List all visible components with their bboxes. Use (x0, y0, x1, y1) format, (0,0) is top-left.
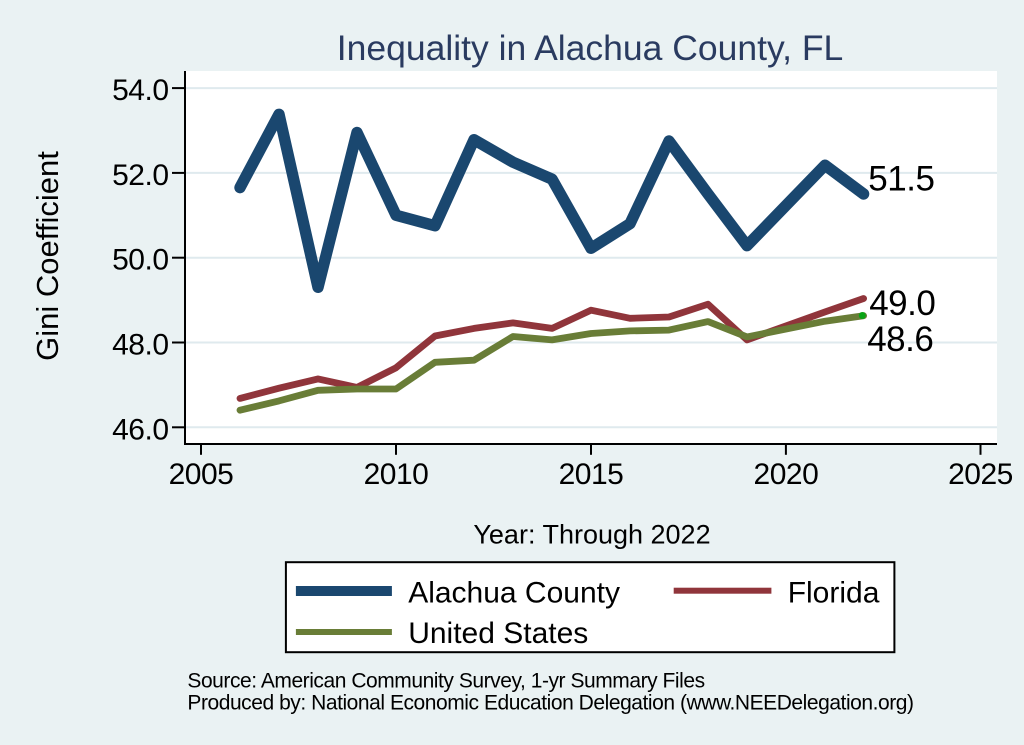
svg-text:54.0: 54.0 (112, 74, 168, 107)
svg-text:2005: 2005 (169, 458, 234, 491)
svg-text:52.0: 52.0 (112, 159, 168, 192)
svg-text:Produced by: National Economic: Produced by: National Economic Education… (187, 692, 913, 715)
svg-text:2020: 2020 (754, 458, 819, 491)
svg-text:49.0: 49.0 (869, 284, 935, 323)
svg-text:Florida: Florida (788, 577, 880, 610)
svg-text:48.6: 48.6 (867, 320, 933, 359)
svg-text:Gini Coefficient: Gini Coefficient (30, 151, 65, 361)
svg-text:United States: United States (408, 617, 588, 650)
svg-text:50.0: 50.0 (112, 244, 168, 277)
svg-text:46.0: 46.0 (112, 413, 168, 446)
svg-text:2010: 2010 (364, 458, 429, 491)
svg-text:Inequality in Alachua County,: Inequality in Alachua County, FL (337, 28, 844, 68)
svg-text:48.0: 48.0 (112, 329, 168, 362)
svg-text:2025: 2025 (948, 458, 1013, 491)
svg-text:Year: Through 2022: Year: Through 2022 (473, 520, 710, 550)
svg-text:51.5: 51.5 (868, 160, 934, 199)
svg-text:Alachua County: Alachua County (408, 577, 620, 610)
svg-text:2015: 2015 (559, 458, 624, 491)
svg-text:Source: American Community Sur: Source: American Community Survey, 1-yr … (187, 669, 704, 692)
